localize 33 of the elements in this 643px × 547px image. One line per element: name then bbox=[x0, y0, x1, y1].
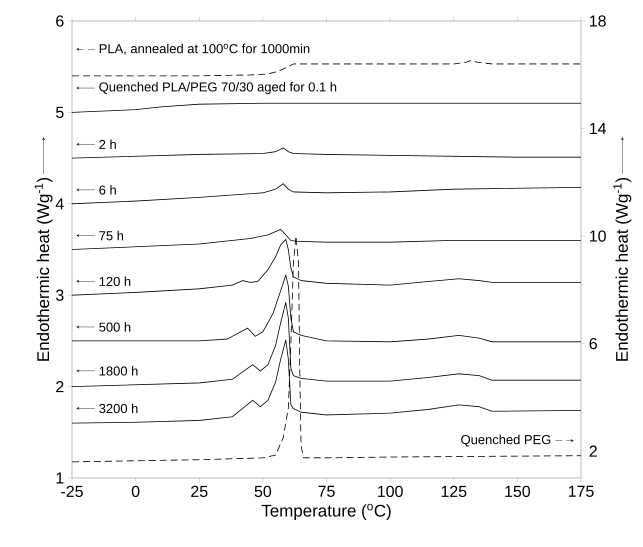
legend-label: 3200 h bbox=[99, 404, 138, 414]
x-tick-label: 25 bbox=[191, 486, 208, 498]
x-tick-label: 0 bbox=[132, 486, 140, 498]
x-tick-label: 125 bbox=[442, 486, 466, 498]
legend-label: Quenched PLA/PEG 70/30 aged for 0.1 h bbox=[99, 82, 336, 94]
x-tick-label: 100 bbox=[378, 486, 403, 498]
x-tick-label: -25 bbox=[61, 486, 83, 498]
y-tick-label: 3 bbox=[56, 290, 64, 301]
legend-label: PLA, annealed at 100$^{o}$C for 1000min bbox=[100, 44, 310, 55]
y2-axis-title: Endothermic heat (Wg$^{-1}$) bbox=[613, 178, 632, 361]
y-tick-label: 1 bbox=[56, 472, 64, 484]
legend-label: 75 h bbox=[99, 230, 124, 240]
legend-label: 2 h bbox=[99, 140, 116, 149]
legend-label: 120 h bbox=[100, 276, 130, 286]
y2-tick-label: 2 bbox=[590, 446, 597, 457]
legend-label: 6 h bbox=[99, 185, 116, 195]
y-axis-title: Endothermic heat (Wg$^{-1}$) bbox=[34, 178, 53, 361]
x-tick-label: 50 bbox=[254, 486, 272, 498]
y2-tick-label: 18 bbox=[590, 15, 606, 27]
y2-tick-label: 14 bbox=[590, 123, 606, 134]
y2-tick-label: 6 bbox=[590, 338, 597, 350]
x-axis-title: Temperature ($^{o}$C) bbox=[262, 504, 391, 520]
y-tick-label: 6 bbox=[56, 15, 64, 27]
y-tick-label: 2 bbox=[56, 381, 64, 392]
legend-label: 1800 h bbox=[100, 366, 138, 376]
x-tick-label: 150 bbox=[505, 486, 530, 498]
legend-label: 500 h bbox=[99, 322, 130, 332]
x-tick-label: 175 bbox=[568, 486, 594, 497]
x-tick-label: 75 bbox=[318, 486, 335, 497]
y2-tick-label: 10 bbox=[590, 230, 606, 242]
y-tick-label: 5 bbox=[56, 106, 64, 118]
series-label: Quenched PEG bbox=[461, 434, 550, 447]
y-tick-label: 4 bbox=[56, 198, 64, 210]
